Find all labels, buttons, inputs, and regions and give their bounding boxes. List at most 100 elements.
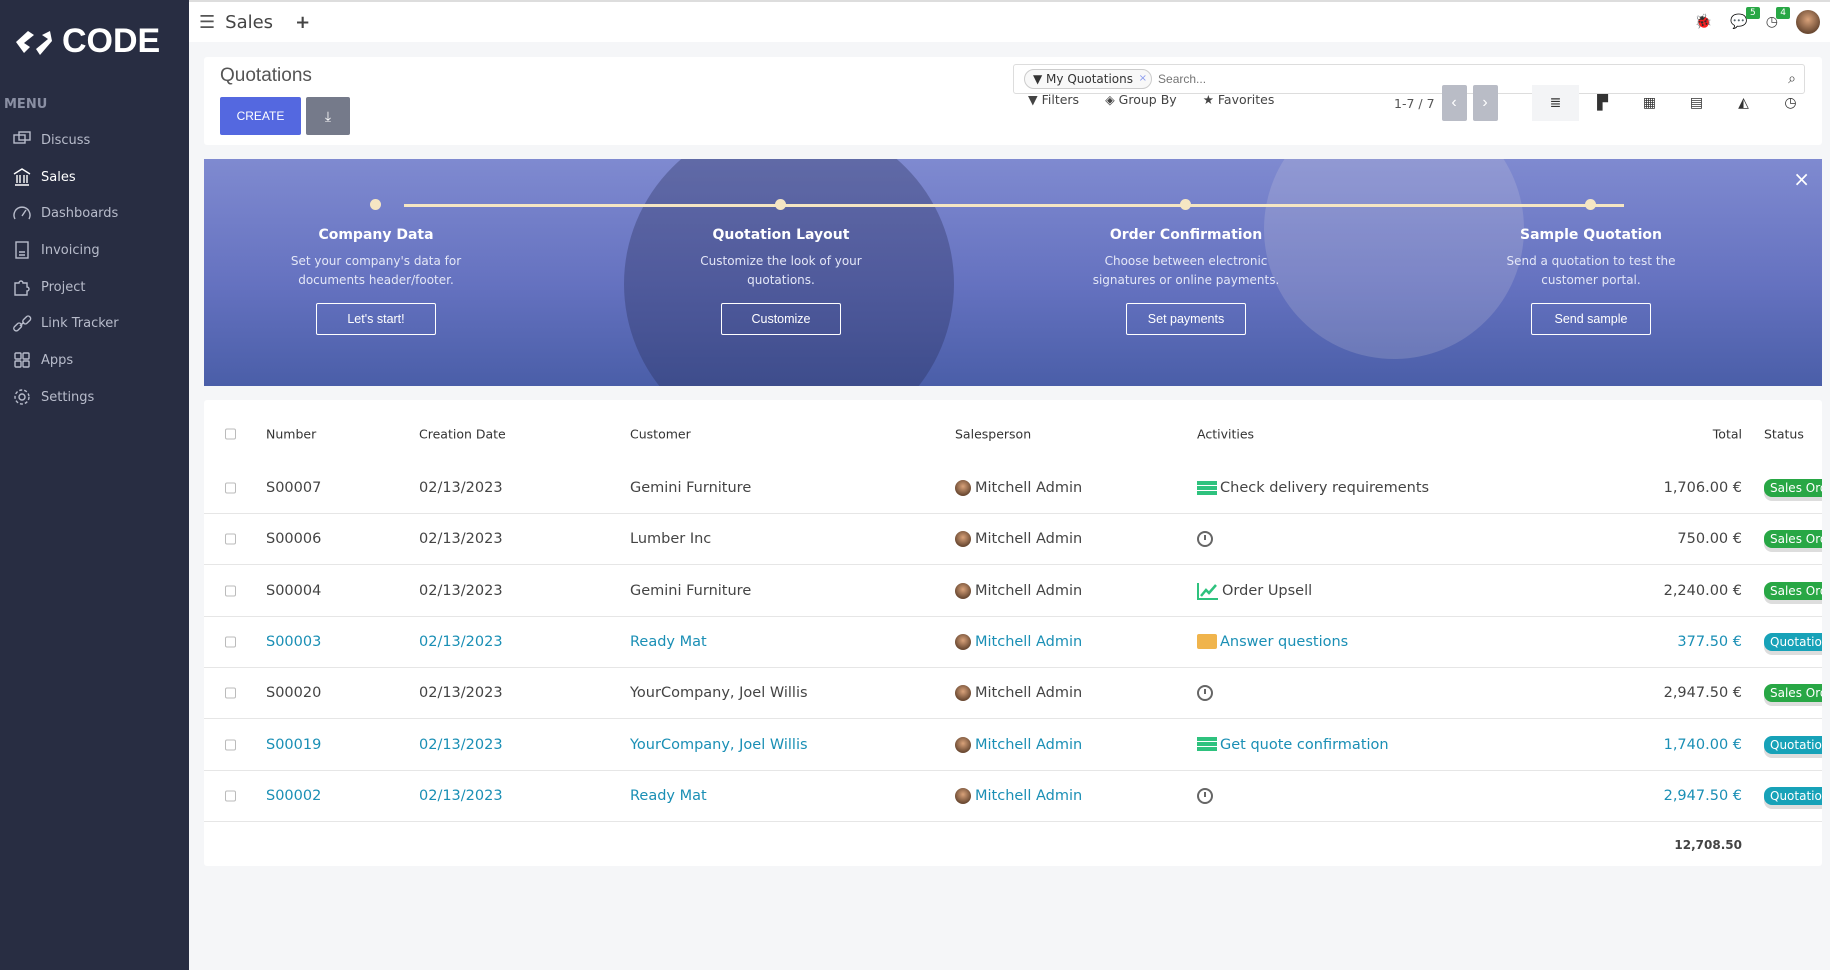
new-tab-plus-icon[interactable]: + — [295, 11, 311, 33]
create-button[interactable]: CREATE — [220, 97, 301, 135]
creation-date: 02/13/2023 — [419, 736, 503, 753]
total: 1,706.00 € — [1663, 480, 1742, 496]
debug-bug-icon[interactable]: 🐞 — [1694, 14, 1713, 30]
row-checkbox[interactable] — [225, 482, 236, 494]
clock-icon[interactable] — [1197, 531, 1213, 548]
column-header[interactable]: Customer — [630, 426, 691, 441]
sidebar-item-discuss[interactable]: Discuss — [12, 122, 182, 159]
table-row[interactable]: S00004 02/13/2023 Gemini Furniture Mitchell… — [204, 566, 1822, 617]
step-title: Sample Quotation — [1519, 227, 1662, 243]
step-button[interactable]: Send sample — [1531, 303, 1651, 335]
clock-icon[interactable] — [1197, 787, 1213, 804]
search-facet[interactable]: ▼ My Quotations × — [1024, 69, 1153, 89]
calendar-view-icon[interactable]: ▦ — [1642, 95, 1657, 111]
search-icon[interactable]: ⌕ — [1788, 71, 1796, 87]
salesperson-avatar — [955, 736, 971, 753]
filters-button[interactable]: ▼ Filters — [1028, 92, 1080, 107]
graph-view-icon[interactable]: ◭ — [1738, 95, 1749, 111]
gauge-icon — [13, 206, 31, 220]
activity[interactable]: Order Upsell — [1197, 582, 1312, 600]
column-header[interactable]: Activities — [1197, 426, 1255, 441]
status-badge: Sales Order — [1764, 530, 1822, 549]
status-badge: Quotation — [1764, 735, 1822, 754]
favorites-button[interactable]: ★ Favorites — [1202, 92, 1275, 107]
creation-date: 02/13/2023 — [419, 480, 503, 496]
invoice-icon — [15, 241, 29, 260]
activity[interactable] — [1197, 685, 1213, 702]
salesperson: Mitchell Admin — [955, 531, 1082, 548]
salesperson-name: Mitchell Admin — [975, 582, 1083, 599]
activity[interactable] — [1197, 531, 1213, 548]
step-button[interactable]: Set payments — [1126, 303, 1246, 335]
sidebar-item-project[interactable]: Project — [12, 269, 182, 306]
column-header[interactable]: Salesperson — [955, 426, 1032, 441]
salesperson-name: Mitchell Admin — [975, 480, 1083, 496]
table-row[interactable]: S00020 02/13/2023 YourCompany, Joel Willis… — [204, 668, 1822, 720]
pager-value[interactable]: 1-7 / 7 — [1394, 95, 1435, 111]
search-input[interactable] — [1158, 72, 1789, 86]
brand-logo[interactable]: CODE — [14, 22, 160, 61]
customer: Ready Mat — [630, 787, 707, 804]
table-row[interactable]: S00003 02/13/2023 Ready Mat Mitchell Admin A… — [204, 617, 1822, 668]
link-icon — [13, 315, 32, 332]
remove-facet-icon[interactable]: × — [1138, 73, 1148, 84]
step-text: Send a quotation to test the customer po… — [1506, 254, 1676, 287]
table-row[interactable]: S00002 02/13/2023 Ready Mat Mitchell Admin 2… — [204, 771, 1822, 822]
sidebar-item-apps[interactable]: Apps — [12, 342, 182, 379]
column-header[interactable]: Total — [1712, 426, 1742, 441]
sidebar-item-dashboards[interactable]: Dashboards — [12, 195, 182, 232]
order-number: S00006 — [266, 531, 322, 548]
quotations-table: Number Creation Date Customer Salesperso… — [204, 400, 1822, 866]
favorites-label: Favorites — [1217, 92, 1275, 107]
clock-icon[interactable] — [1197, 685, 1213, 702]
row-checkbox[interactable] — [225, 687, 236, 699]
row-checkbox[interactable] — [225, 790, 236, 802]
group-by-label: Group By — [1118, 92, 1177, 107]
salesperson: Mitchell Admin — [955, 787, 1082, 804]
hamburger-menu-icon[interactable]: ☰ — [199, 11, 216, 33]
activity-view-icon[interactable]: ◷ — [1784, 95, 1797, 111]
activity[interactable]: Check delivery requirements — [1197, 480, 1429, 496]
activity[interactable]: Get quote confirmation — [1197, 737, 1389, 753]
order-number: S00004 — [266, 582, 322, 599]
row-checkbox[interactable] — [225, 585, 236, 597]
status-badge: Sales Order — [1764, 479, 1822, 497]
pivot-view-icon[interactable]: ▤ — [1689, 95, 1704, 111]
pager-previous-button[interactable]: ‹ — [1441, 85, 1467, 121]
user-avatar[interactable] — [1796, 10, 1820, 34]
row-checkbox[interactable] — [225, 739, 236, 750]
table-row[interactable]: S00006 02/13/2023 Lumber Inc Mitchell Admin… — [204, 514, 1822, 566]
pager-next-button[interactable]: › — [1472, 85, 1498, 121]
step-button[interactable]: Customize — [721, 303, 841, 335]
row-checkbox[interactable] — [225, 636, 236, 648]
banner-photo-shape — [624, 159, 954, 386]
total: 2,947.50 € — [1663, 787, 1742, 804]
column-header[interactable]: Creation Date — [419, 426, 506, 441]
table-row[interactable]: S00007 02/13/2023 Gemini Furniture Mitchell… — [204, 463, 1822, 514]
salesperson-name: Mitchell Admin — [975, 736, 1083, 753]
sidebar-item-link-tracker[interactable]: Link Tracker — [12, 305, 182, 342]
close-banner-icon[interactable]: × — [1793, 167, 1810, 191]
step-button[interactable]: Let's start! — [316, 303, 436, 335]
row-checkbox[interactable] — [225, 533, 236, 545]
column-header[interactable]: Number — [266, 426, 317, 441]
column-header[interactable]: Status — [1764, 426, 1804, 441]
sidebar-item-sales[interactable]: Sales — [12, 159, 182, 196]
list-view-icon[interactable]: ≣ — [1532, 85, 1579, 121]
kanban-view-icon[interactable]: ▛ — [1597, 95, 1608, 111]
apps-icon — [14, 352, 30, 369]
status-badge: Quotation — [1764, 786, 1822, 805]
creation-date: 02/13/2023 — [419, 787, 503, 804]
group-by-button[interactable]: ◈ Group By — [1105, 92, 1177, 107]
activities-clock-icon[interactable]: ◷ 4 — [1766, 7, 1790, 30]
sidebar-item-settings[interactable]: Settings — [12, 379, 182, 416]
sidebar-item-label: Settings — [41, 389, 95, 405]
activity[interactable]: Answer questions — [1197, 634, 1348, 650]
table-row[interactable]: S00019 02/13/2023 YourCompany, Joel Willis… — [204, 720, 1822, 771]
salesperson-name: Mitchell Admin — [975, 685, 1083, 702]
select-all-checkbox[interactable] — [225, 428, 236, 439]
messages-chat-icon[interactable]: 💬 5 — [1730, 7, 1760, 30]
download-button[interactable]: ⤓ — [306, 97, 350, 135]
activity[interactable] — [1197, 787, 1213, 804]
sidebar-item-invoicing[interactable]: Invoicing — [12, 232, 182, 269]
